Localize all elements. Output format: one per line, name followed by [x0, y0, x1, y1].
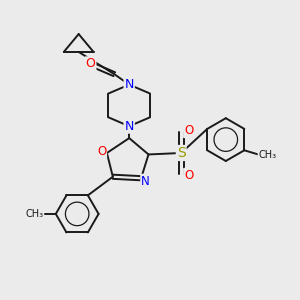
Text: S: S [177, 146, 186, 160]
Text: O: O [184, 124, 193, 137]
Text: N: N [124, 78, 134, 91]
Text: CH₃: CH₃ [258, 150, 277, 160]
Text: N: N [141, 175, 150, 188]
Text: O: O [85, 57, 95, 70]
Text: N: N [124, 120, 134, 133]
Text: CH₃: CH₃ [25, 209, 44, 219]
Text: O: O [97, 145, 106, 158]
Text: O: O [184, 169, 193, 182]
